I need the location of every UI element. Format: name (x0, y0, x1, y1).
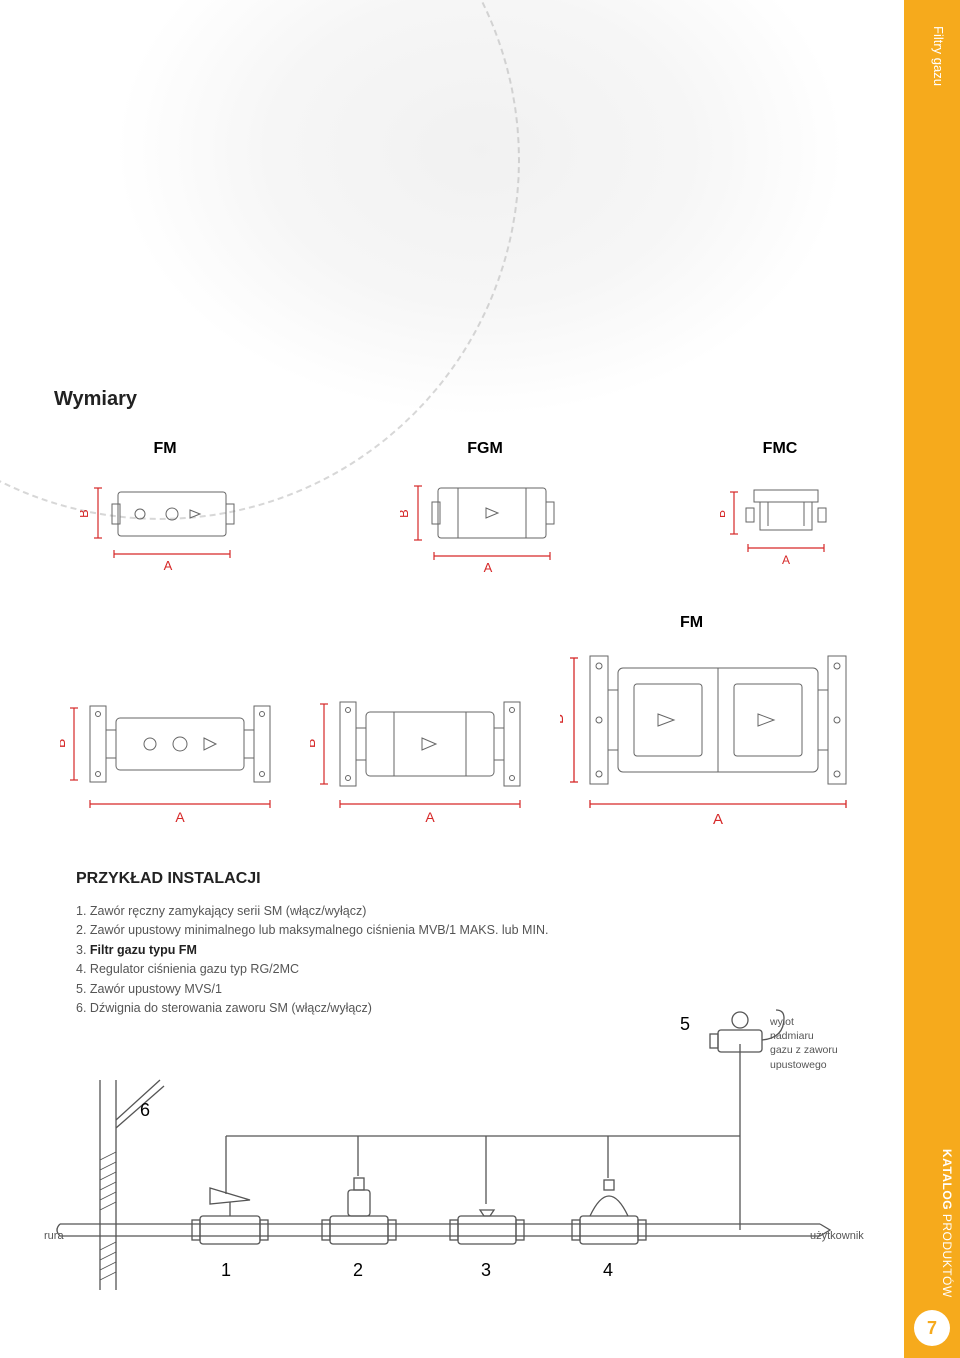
svg-text:4: 4 (603, 1260, 613, 1280)
sidebar-catalog-bold: KATALOG (940, 1149, 954, 1210)
annotation-outlet: wylot nadmiaru gazu z zaworu upustowego (770, 1015, 838, 1072)
page-number-badge: 7 (914, 1310, 950, 1346)
svg-text:B: B (310, 739, 318, 748)
svg-text:A: A (175, 809, 185, 825)
svg-text:A: A (484, 560, 493, 575)
sidebar-section-label: Filtry gazu (931, 26, 946, 86)
sidebar-catalog-rest: PRODUKTÓW (940, 1210, 954, 1298)
list-item: 4. Regulator ciśnienia gazu typ RG/2MC (76, 960, 866, 979)
svg-text:A: A (425, 809, 435, 825)
annotation-pipe: rura (44, 1230, 64, 1242)
svg-text:1: 1 (221, 1260, 231, 1280)
main-content: Wymiary FM B A (0, 0, 904, 1358)
svg-text:6: 6 (140, 1100, 150, 1120)
svg-text:B: B (60, 739, 68, 748)
list-item: 3. Filtr gazu typu FM (76, 941, 866, 960)
diagram-fmc: FMC B A (720, 440, 840, 600)
annotation-outlet-l3: gazu z zaworu (770, 1044, 838, 1056)
diagram-fm-large-label: FM (680, 614, 703, 632)
annotation-outlet-l2: nadmiaru (770, 1030, 814, 1042)
heading-installation: PRZYKŁAD INSTALACJI (76, 870, 866, 888)
svg-text:5: 5 (680, 1014, 690, 1034)
svg-text:A: A (713, 811, 723, 828)
dimension-diagrams-row2: B A B A (60, 640, 860, 830)
heading-dimensions: Wymiary (54, 388, 137, 411)
diagram-fm-small: FM B A (80, 440, 250, 600)
diagram-label: FM (153, 440, 176, 458)
diagram-flanged-2-svg: B A (310, 670, 540, 830)
annotation-outlet-l4: upustowego (770, 1059, 827, 1071)
svg-text:B: B (80, 509, 91, 518)
diagram-label: FGM (467, 440, 503, 458)
diagram-fm-large-svg: B A (560, 640, 860, 830)
svg-text:3: 3 (481, 1260, 491, 1280)
diagram-fgm: FGM B A (400, 440, 570, 600)
sidebar-orange: Filtry gazu KATALOG PRODUKTÓW 7 (904, 0, 960, 1358)
diagram-label: FMC (763, 440, 798, 458)
diagram-fm-svg: B A (80, 468, 250, 578)
dimension-diagrams-row1: FM B A FGM (80, 440, 840, 600)
svg-text:B: B (560, 714, 567, 724)
svg-text:A: A (164, 558, 173, 573)
svg-text:B: B (720, 510, 728, 518)
svg-text:2: 2 (353, 1260, 363, 1280)
svg-text:B: B (400, 509, 411, 518)
sidebar-catalog-label: KATALOG PRODUKTÓW (940, 1149, 954, 1298)
list-item: 2. Zawór upustowy minimalnego lub maksym… (76, 921, 866, 940)
diagram-fgm-svg: B A (400, 468, 570, 578)
diagram-flanged-1-svg: B A (60, 670, 290, 830)
annotation-outlet-l1: wylot (770, 1016, 794, 1028)
list-item: 1. Zawór ręczny zamykający serii SM (włą… (76, 902, 866, 921)
diagram-fmc-svg: B A (720, 468, 840, 578)
installation-schematic-svg: 6 (40, 980, 870, 1290)
annotation-user: użytkownik (810, 1230, 864, 1242)
svg-text:A: A (782, 553, 790, 567)
